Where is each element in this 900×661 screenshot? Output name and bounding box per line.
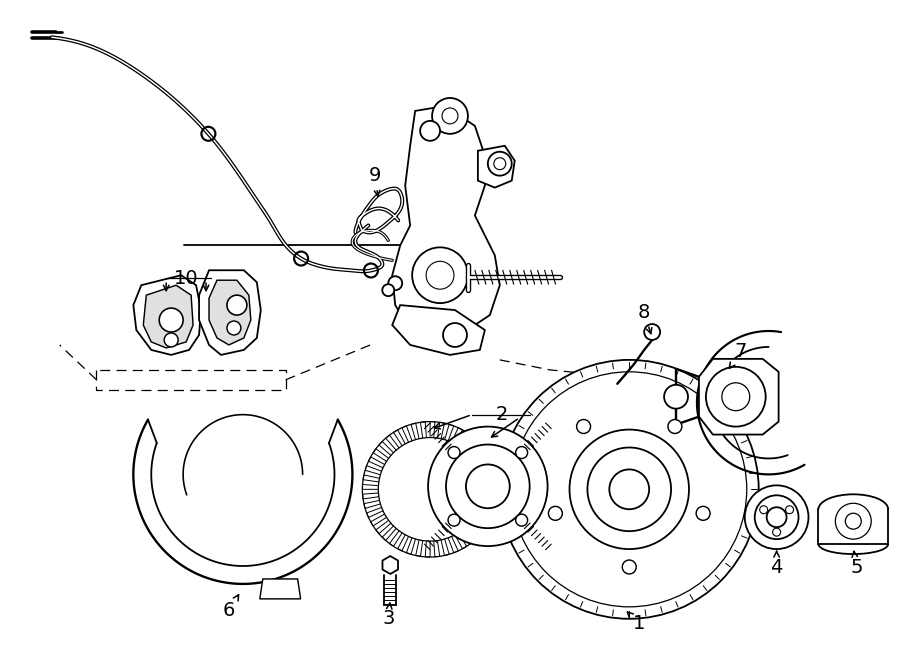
Polygon shape bbox=[133, 275, 201, 355]
Circle shape bbox=[378, 438, 482, 541]
Polygon shape bbox=[392, 305, 485, 355]
Circle shape bbox=[696, 506, 710, 520]
Text: 10: 10 bbox=[174, 269, 198, 288]
Circle shape bbox=[835, 503, 871, 539]
Circle shape bbox=[466, 465, 509, 508]
Circle shape bbox=[442, 108, 458, 124]
Text: 4: 4 bbox=[770, 551, 783, 576]
Circle shape bbox=[516, 514, 527, 526]
Polygon shape bbox=[143, 285, 194, 348]
Circle shape bbox=[412, 247, 468, 303]
Circle shape bbox=[767, 507, 787, 527]
Circle shape bbox=[227, 321, 241, 335]
Circle shape bbox=[494, 158, 506, 170]
Polygon shape bbox=[209, 280, 251, 345]
Circle shape bbox=[388, 276, 402, 290]
Circle shape bbox=[609, 469, 649, 509]
Text: 2: 2 bbox=[496, 405, 508, 424]
Circle shape bbox=[664, 385, 688, 408]
Circle shape bbox=[420, 121, 440, 141]
Polygon shape bbox=[699, 359, 778, 434]
Circle shape bbox=[443, 323, 467, 347]
Circle shape bbox=[164, 333, 178, 347]
Circle shape bbox=[448, 514, 460, 526]
Circle shape bbox=[588, 447, 671, 531]
Circle shape bbox=[786, 506, 794, 514]
Circle shape bbox=[426, 261, 454, 289]
Circle shape bbox=[488, 152, 512, 176]
Circle shape bbox=[570, 430, 689, 549]
Circle shape bbox=[428, 426, 547, 546]
Polygon shape bbox=[260, 579, 301, 599]
Circle shape bbox=[622, 560, 636, 574]
Circle shape bbox=[845, 513, 861, 529]
Circle shape bbox=[500, 360, 759, 619]
Text: 7: 7 bbox=[729, 342, 747, 368]
Circle shape bbox=[548, 506, 562, 520]
Circle shape bbox=[745, 485, 808, 549]
Text: 3: 3 bbox=[382, 603, 394, 629]
Polygon shape bbox=[392, 106, 500, 340]
Circle shape bbox=[227, 295, 247, 315]
Circle shape bbox=[382, 284, 394, 296]
Circle shape bbox=[448, 447, 460, 459]
Text: 5: 5 bbox=[850, 551, 862, 576]
Text: 1: 1 bbox=[627, 612, 645, 633]
Circle shape bbox=[363, 422, 498, 557]
Text: 9: 9 bbox=[369, 166, 382, 196]
Polygon shape bbox=[478, 146, 515, 188]
Circle shape bbox=[755, 495, 798, 539]
Circle shape bbox=[577, 420, 590, 434]
Polygon shape bbox=[382, 556, 398, 574]
Text: 8: 8 bbox=[638, 303, 652, 334]
Circle shape bbox=[159, 308, 183, 332]
Circle shape bbox=[644, 324, 660, 340]
Circle shape bbox=[668, 420, 682, 434]
Circle shape bbox=[516, 447, 527, 459]
Circle shape bbox=[760, 506, 768, 514]
Circle shape bbox=[706, 367, 766, 426]
Circle shape bbox=[772, 528, 780, 536]
Circle shape bbox=[446, 444, 530, 528]
Circle shape bbox=[722, 383, 750, 410]
Polygon shape bbox=[199, 270, 261, 355]
Text: 6: 6 bbox=[222, 595, 239, 620]
Circle shape bbox=[432, 98, 468, 134]
